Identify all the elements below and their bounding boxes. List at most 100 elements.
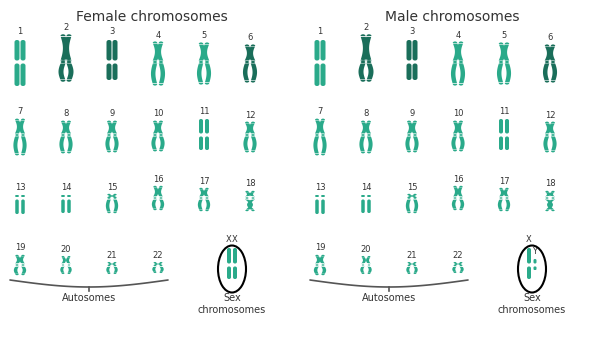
Polygon shape <box>66 62 73 82</box>
Polygon shape <box>111 194 117 198</box>
Polygon shape <box>456 41 464 62</box>
Polygon shape <box>459 135 465 151</box>
Text: 17: 17 <box>498 177 509 185</box>
FancyBboxPatch shape <box>199 119 203 133</box>
Text: Female chromosomes: Female chromosomes <box>76 10 228 24</box>
Polygon shape <box>250 191 255 198</box>
Polygon shape <box>203 188 209 198</box>
Polygon shape <box>321 265 326 275</box>
Polygon shape <box>497 62 503 85</box>
FancyBboxPatch shape <box>233 267 237 279</box>
Polygon shape <box>498 42 506 62</box>
Polygon shape <box>107 194 113 198</box>
Polygon shape <box>197 62 203 85</box>
Polygon shape <box>151 135 157 151</box>
Polygon shape <box>157 41 163 62</box>
Polygon shape <box>452 198 457 210</box>
FancyBboxPatch shape <box>21 200 25 214</box>
FancyBboxPatch shape <box>315 200 318 214</box>
Polygon shape <box>551 135 557 152</box>
Polygon shape <box>361 256 366 265</box>
FancyBboxPatch shape <box>320 63 326 86</box>
FancyBboxPatch shape <box>113 40 117 61</box>
Polygon shape <box>364 34 371 62</box>
Polygon shape <box>160 198 164 210</box>
Text: 12: 12 <box>245 111 255 120</box>
Polygon shape <box>549 122 555 135</box>
Polygon shape <box>199 188 205 198</box>
Polygon shape <box>408 262 412 266</box>
Text: Sex
chromosomes: Sex chromosomes <box>198 293 266 315</box>
Polygon shape <box>243 62 249 83</box>
Polygon shape <box>315 255 320 265</box>
Polygon shape <box>13 135 19 155</box>
FancyBboxPatch shape <box>505 119 509 133</box>
Polygon shape <box>205 62 211 85</box>
Text: 18: 18 <box>545 180 555 188</box>
Text: 2: 2 <box>63 24 69 32</box>
Polygon shape <box>58 62 66 82</box>
FancyBboxPatch shape <box>367 200 371 213</box>
FancyBboxPatch shape <box>107 63 111 80</box>
Polygon shape <box>314 265 318 275</box>
Polygon shape <box>457 121 463 135</box>
Polygon shape <box>151 62 157 86</box>
Polygon shape <box>548 44 555 62</box>
Polygon shape <box>245 44 252 62</box>
Polygon shape <box>458 186 463 198</box>
FancyBboxPatch shape <box>20 40 25 61</box>
Polygon shape <box>451 62 458 86</box>
Polygon shape <box>60 34 68 62</box>
Polygon shape <box>414 266 418 274</box>
Text: 14: 14 <box>61 183 71 191</box>
Polygon shape <box>243 135 249 152</box>
FancyBboxPatch shape <box>314 40 320 61</box>
Polygon shape <box>20 255 25 265</box>
Polygon shape <box>107 121 113 135</box>
Polygon shape <box>503 42 509 62</box>
Polygon shape <box>545 122 551 135</box>
Polygon shape <box>453 186 459 198</box>
Text: 2: 2 <box>364 24 368 32</box>
Polygon shape <box>365 121 371 135</box>
FancyBboxPatch shape <box>21 195 25 197</box>
FancyBboxPatch shape <box>505 136 509 150</box>
Polygon shape <box>453 262 458 266</box>
Polygon shape <box>199 42 205 62</box>
Polygon shape <box>251 62 257 83</box>
FancyBboxPatch shape <box>499 119 503 133</box>
Polygon shape <box>21 135 26 155</box>
FancyBboxPatch shape <box>533 259 536 264</box>
FancyBboxPatch shape <box>527 248 531 264</box>
Polygon shape <box>412 194 417 198</box>
FancyBboxPatch shape <box>315 195 318 197</box>
Polygon shape <box>359 135 365 153</box>
FancyBboxPatch shape <box>412 63 418 80</box>
Polygon shape <box>545 44 551 62</box>
Polygon shape <box>504 62 511 85</box>
Text: 14: 14 <box>361 183 371 191</box>
Polygon shape <box>411 121 417 135</box>
FancyBboxPatch shape <box>15 200 19 214</box>
FancyBboxPatch shape <box>406 63 412 80</box>
Polygon shape <box>21 265 26 275</box>
Polygon shape <box>319 119 325 135</box>
FancyBboxPatch shape <box>321 195 324 197</box>
Polygon shape <box>405 135 411 152</box>
Polygon shape <box>65 121 71 135</box>
Text: 3: 3 <box>409 28 415 36</box>
Polygon shape <box>245 191 250 198</box>
Polygon shape <box>153 41 160 62</box>
Text: 10: 10 <box>153 110 163 119</box>
Polygon shape <box>108 262 112 266</box>
Polygon shape <box>245 198 253 211</box>
Polygon shape <box>106 198 111 213</box>
Polygon shape <box>459 62 465 86</box>
Polygon shape <box>158 262 163 266</box>
Polygon shape <box>367 266 371 274</box>
Polygon shape <box>361 121 367 135</box>
Polygon shape <box>107 266 111 274</box>
Text: 22: 22 <box>453 250 464 259</box>
Polygon shape <box>205 198 210 211</box>
Polygon shape <box>452 135 457 151</box>
